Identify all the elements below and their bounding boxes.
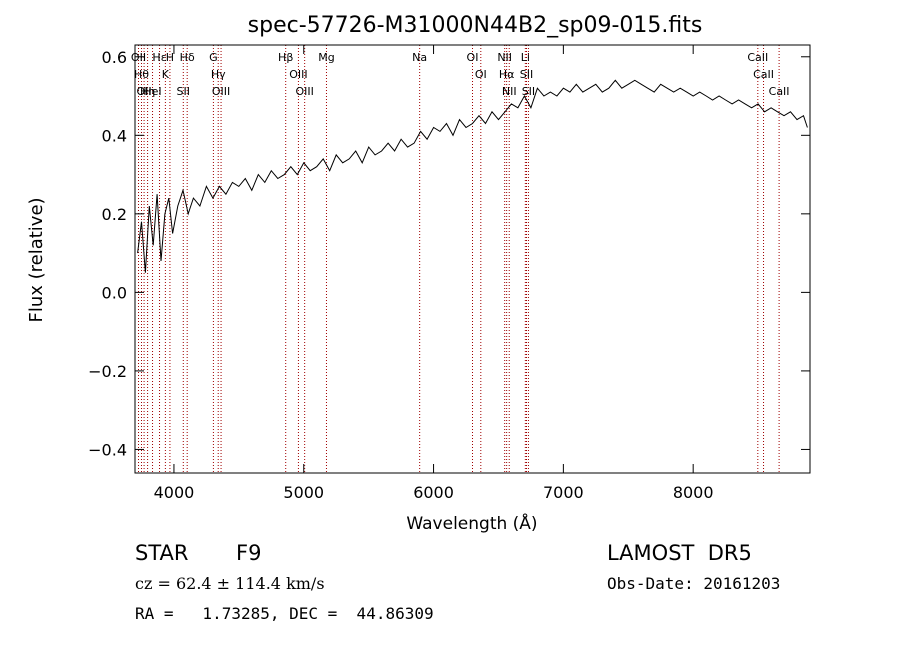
y-tick-label-5: 0.6 bbox=[102, 48, 127, 67]
spectral-line-label-7-0: H bbox=[166, 51, 174, 64]
object-subclass: F9 bbox=[236, 541, 262, 565]
survey-name: LAMOST DR5 bbox=[607, 541, 752, 565]
spectral-line-label-15-0: OIII bbox=[295, 85, 313, 98]
spectral-line-label-22-0: NII bbox=[502, 85, 517, 98]
spectral-line-label-6-0: K bbox=[162, 68, 170, 81]
plot-frame bbox=[134, 44, 811, 474]
y-tick-label-1: −0.2 bbox=[88, 362, 127, 381]
x-tick-label-1: 5000 bbox=[283, 483, 324, 502]
spectral-line-label-4-0: HeI bbox=[143, 85, 161, 98]
spectral-line-label-28-0: CaII bbox=[769, 85, 790, 98]
x-tick-label-2: 6000 bbox=[413, 483, 454, 502]
y-tick-label-4: 0.4 bbox=[102, 126, 127, 145]
axis-ticks: 4000 5000 6000 7000 8000 −0.4 −0.2 0.0 0.2 0.4 0.6 bbox=[88, 45, 810, 502]
spectral-line-label-25-0: SII bbox=[522, 85, 535, 98]
spectral-line-label-18-0: OI bbox=[467, 51, 479, 64]
chart-title: spec-57726-M31000N44B2_sp09-015.fits bbox=[248, 13, 703, 38]
spectral-line-label-8-0: SII bbox=[177, 85, 190, 98]
coordinates: RA = 1.73285, DEC = 44.86309 bbox=[135, 604, 434, 623]
spectral-line-label-21-0: Hα bbox=[499, 68, 515, 81]
spectral-line-label-19-0: OI bbox=[475, 68, 487, 81]
spectrum-line-0 bbox=[137, 79, 808, 273]
spectral-line-label-9-0: Hδ bbox=[180, 51, 195, 64]
y-tick-label-2: 0.0 bbox=[102, 283, 127, 302]
x-tick-label-0: 4000 bbox=[154, 483, 195, 502]
observation-date: Obs-Date: 20161203 bbox=[607, 574, 781, 593]
redshift-velocity: cz = 62.4 ± 114.4 km/s bbox=[135, 574, 325, 593]
y-tick-label-3: 0.2 bbox=[102, 205, 127, 224]
spectral-line-label-10-0: G bbox=[209, 51, 218, 64]
spectral-line-label-16-0: Mg bbox=[318, 51, 334, 64]
x-axis-label: Wavelength (Å) bbox=[406, 512, 537, 534]
spectral-line-label-3-0: Hη bbox=[140, 85, 155, 98]
spectral-line-label-12-0: OIII bbox=[212, 85, 230, 98]
spectral-line-label-0-0: OII bbox=[131, 51, 146, 64]
spectral-line-label-24-0: SII bbox=[520, 68, 533, 81]
spectral-line-label-26-0: CaII bbox=[747, 51, 768, 64]
spectral-line-label-17-0: Na bbox=[412, 51, 427, 64]
spectral-line-label-23-0: Li bbox=[521, 51, 530, 64]
y-tick-label-0: −0.4 bbox=[88, 440, 127, 459]
spectrum-series bbox=[137, 79, 808, 273]
x-tick-label-4: 8000 bbox=[673, 483, 714, 502]
spectral-line-label-1-0: Hθ bbox=[134, 68, 149, 81]
spectral-line-label-11-0: Hγ bbox=[211, 68, 226, 81]
spectral-line-label-20-0: NII bbox=[497, 51, 512, 64]
spectral-line-label-5-0: Hε bbox=[152, 51, 166, 64]
spectral-line-markers bbox=[138, 45, 780, 473]
spectral-line-label-13-0: Hβ bbox=[278, 51, 293, 64]
y-axis-label: Flux (relative) bbox=[26, 197, 47, 322]
spectral-line-label-14-0: OIII bbox=[289, 68, 307, 81]
x-tick-label-3: 7000 bbox=[543, 483, 584, 502]
object-class: STAR bbox=[135, 541, 189, 565]
spectral-line-label-27-0: CaII bbox=[753, 68, 774, 81]
spectral-line-label-2-0: OII bbox=[137, 85, 152, 98]
